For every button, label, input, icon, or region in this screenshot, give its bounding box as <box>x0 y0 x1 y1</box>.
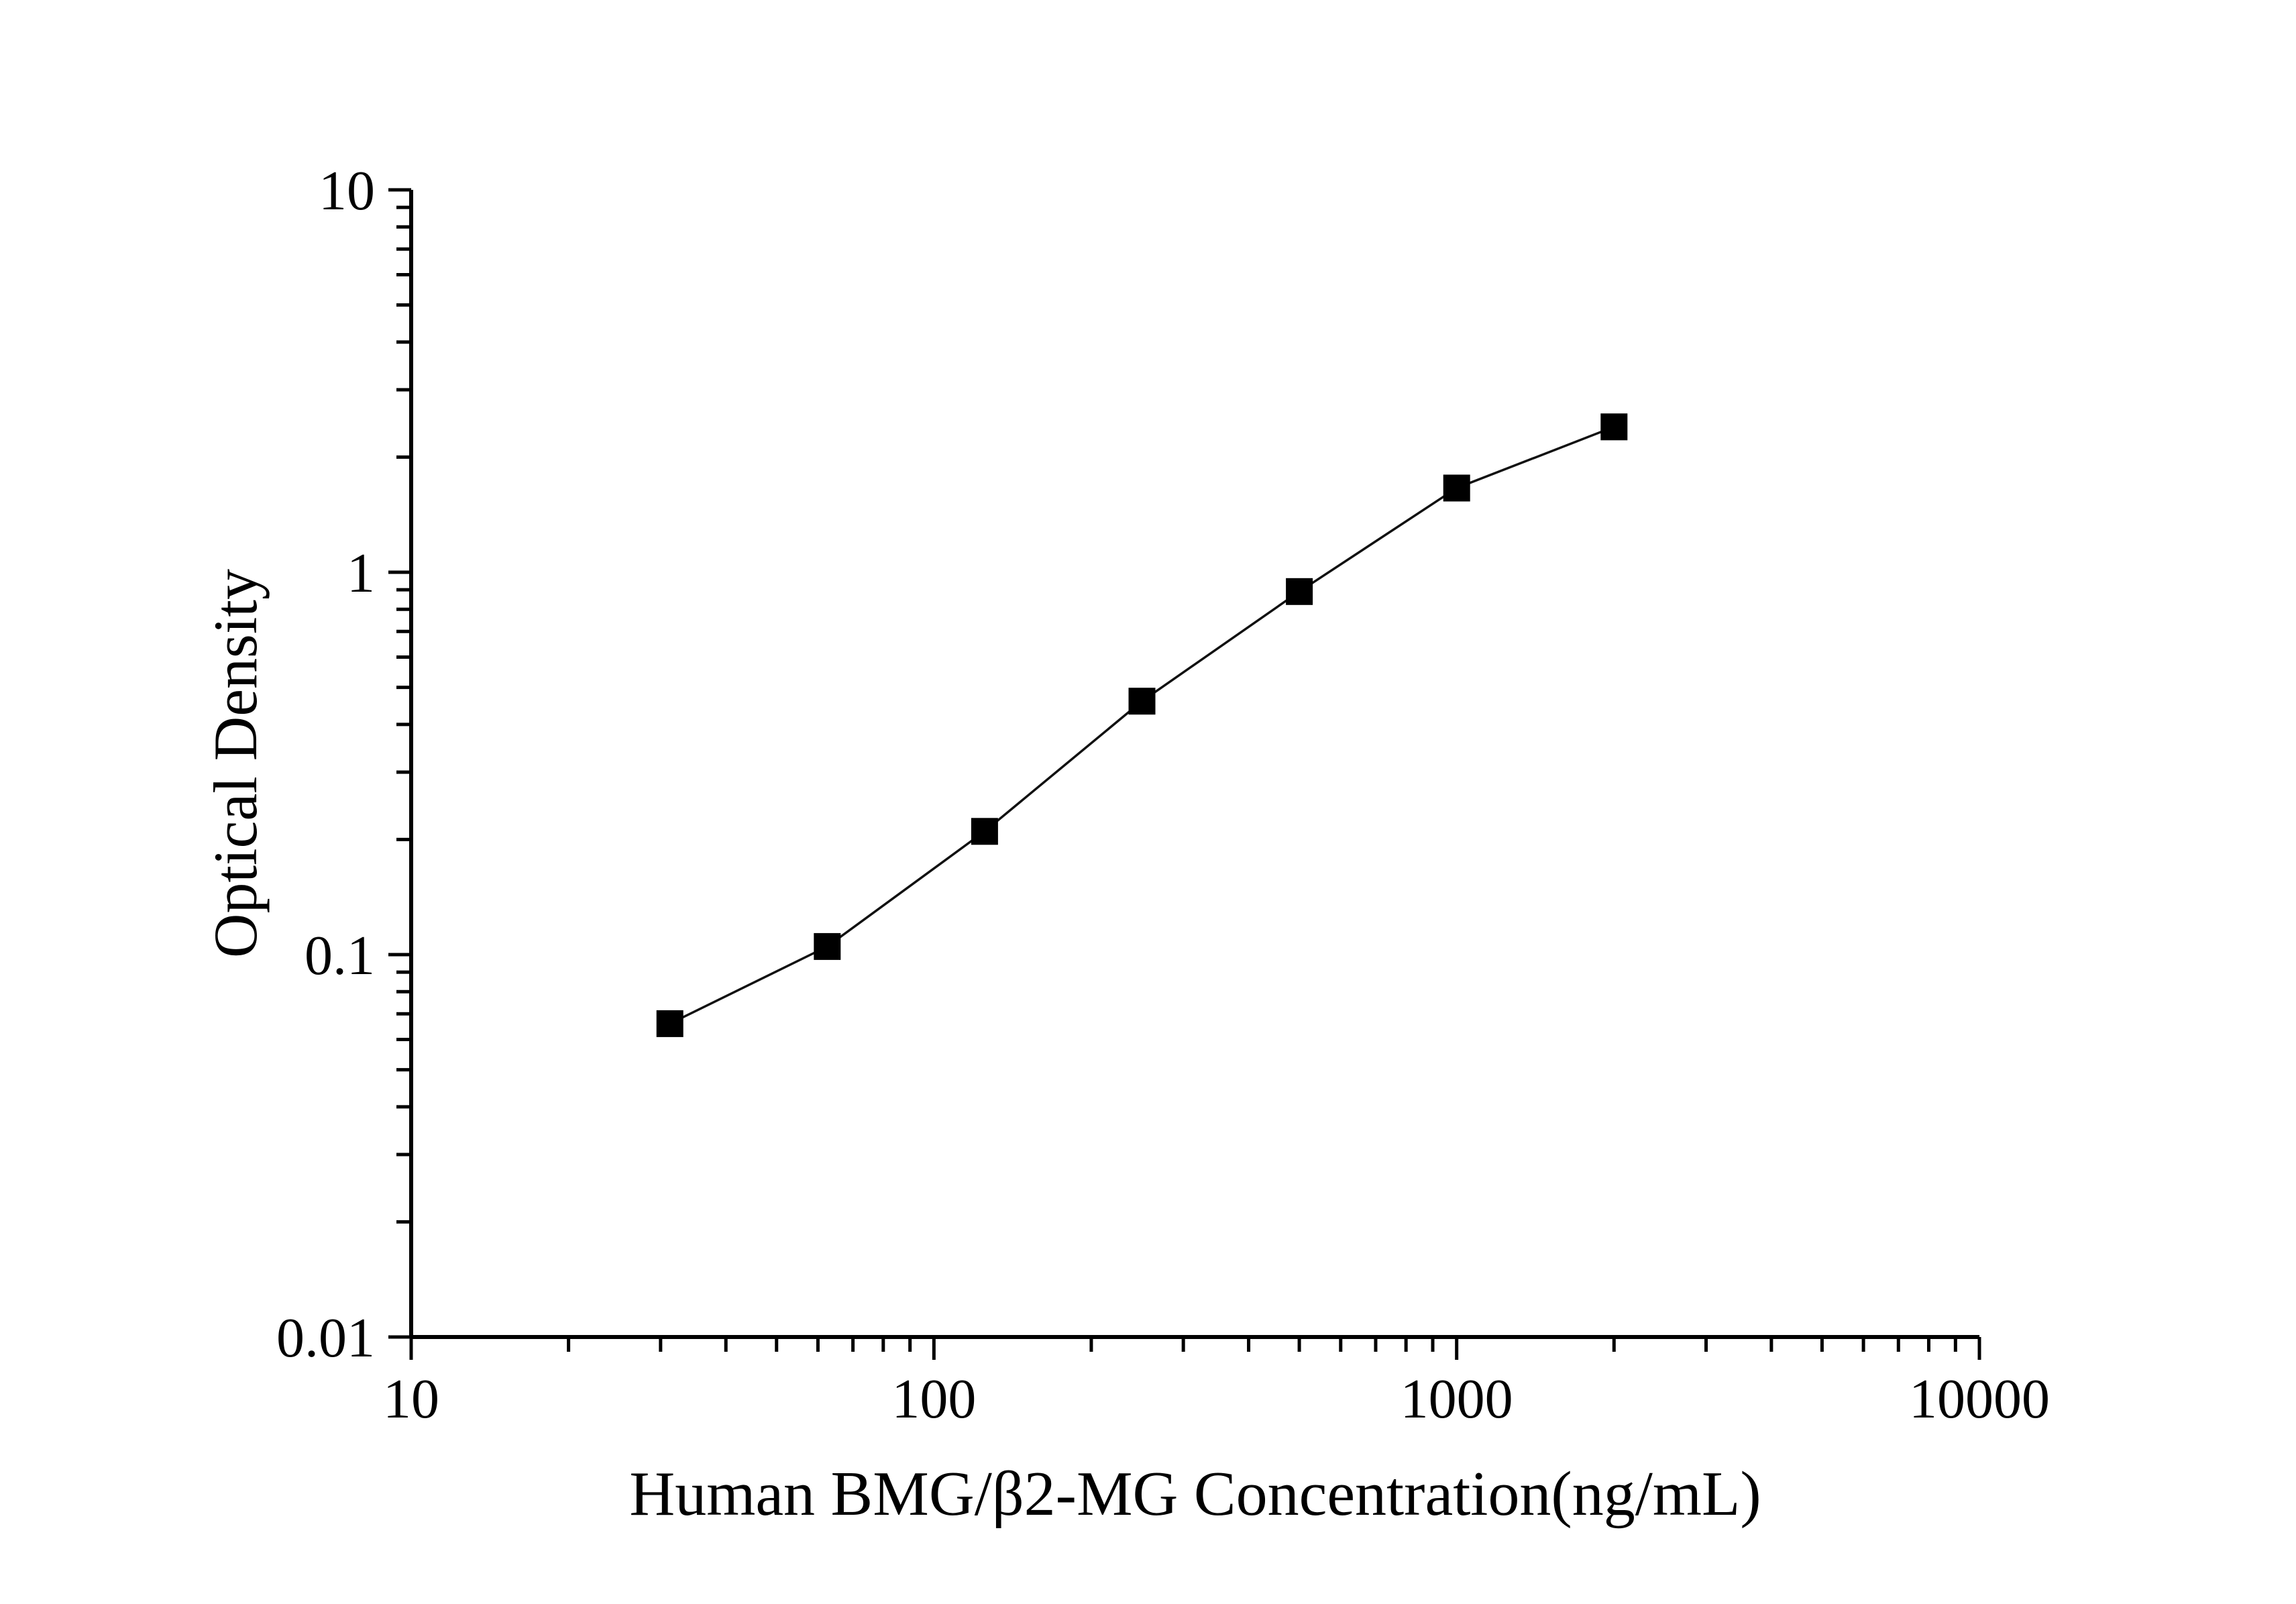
x-tick-label: 1000 <box>1401 1368 1513 1430</box>
y-axis-title: Optical Density <box>201 569 270 958</box>
series-line <box>669 425 1615 1025</box>
tick-labels-layer: 10 100 1000 10000 0.01 0.1 1 10 <box>276 160 2050 1430</box>
y-tick-label: 0.1 <box>305 924 375 987</box>
data-point-marker <box>1128 688 1156 715</box>
data-point-marker <box>971 818 998 845</box>
series-layer <box>656 413 1628 1037</box>
data-point-marker <box>1600 413 1628 441</box>
y-tick-label: 10 <box>319 160 375 222</box>
x-tick-label: 100 <box>891 1368 976 1430</box>
data-point-marker <box>656 1010 684 1037</box>
x-tick-label: 10000 <box>1909 1368 2050 1430</box>
data-point-marker <box>1443 474 1470 502</box>
ticks-layer <box>388 188 1981 1360</box>
x-axis-title: Human BMG/β2-MG Concentration(ng/mL) <box>629 1459 1761 1529</box>
x-tick-label: 10 <box>383 1368 439 1430</box>
y-tick-label: 0.01 <box>276 1307 375 1369</box>
data-point-marker <box>814 932 841 960</box>
axes-layer <box>409 190 1979 1339</box>
data-point-marker <box>1286 578 1313 605</box>
y-tick-label: 1 <box>347 542 375 604</box>
